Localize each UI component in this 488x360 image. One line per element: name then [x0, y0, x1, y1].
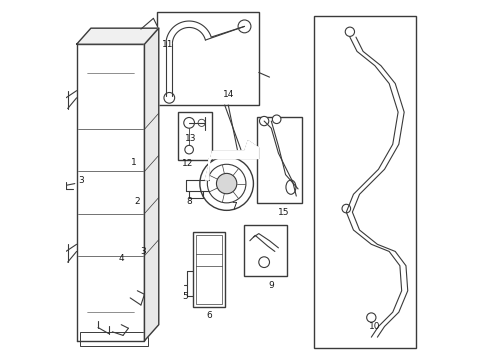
Text: 14: 14 — [222, 90, 234, 99]
Polygon shape — [77, 44, 144, 341]
Text: 8: 8 — [186, 197, 192, 206]
Polygon shape — [144, 28, 159, 341]
Bar — [157, 12, 258, 105]
Bar — [257, 117, 301, 203]
Text: 12: 12 — [181, 159, 193, 168]
Circle shape — [200, 157, 253, 210]
Text: 2: 2 — [134, 197, 140, 206]
Circle shape — [366, 313, 375, 322]
Text: 7: 7 — [231, 202, 237, 211]
Text: 15: 15 — [278, 208, 289, 217]
Text: 10: 10 — [368, 322, 380, 331]
Text: 6: 6 — [205, 311, 211, 320]
Polygon shape — [77, 28, 159, 44]
Bar — [178, 112, 212, 160]
Bar — [80, 332, 148, 346]
Bar — [313, 16, 415, 348]
Bar — [195, 235, 222, 304]
Circle shape — [183, 117, 194, 128]
Text: 9: 9 — [268, 281, 274, 290]
Text: 3: 3 — [140, 247, 145, 256]
Bar — [192, 232, 224, 307]
Circle shape — [258, 257, 269, 267]
Circle shape — [259, 116, 268, 126]
Text: 4: 4 — [118, 254, 124, 263]
Text: 1: 1 — [131, 158, 136, 167]
Circle shape — [216, 174, 236, 194]
Ellipse shape — [285, 180, 295, 194]
Circle shape — [163, 93, 174, 103]
Circle shape — [345, 27, 354, 36]
Text: 13: 13 — [185, 134, 196, 143]
Circle shape — [184, 145, 193, 154]
Circle shape — [238, 20, 250, 33]
Text: 11: 11 — [162, 40, 173, 49]
Circle shape — [198, 119, 205, 126]
Circle shape — [341, 204, 350, 213]
Text: 5: 5 — [183, 292, 188, 301]
Polygon shape — [205, 141, 258, 180]
Circle shape — [272, 115, 281, 123]
Circle shape — [207, 164, 245, 203]
Text: 3: 3 — [79, 176, 84, 185]
Bar — [244, 225, 287, 276]
